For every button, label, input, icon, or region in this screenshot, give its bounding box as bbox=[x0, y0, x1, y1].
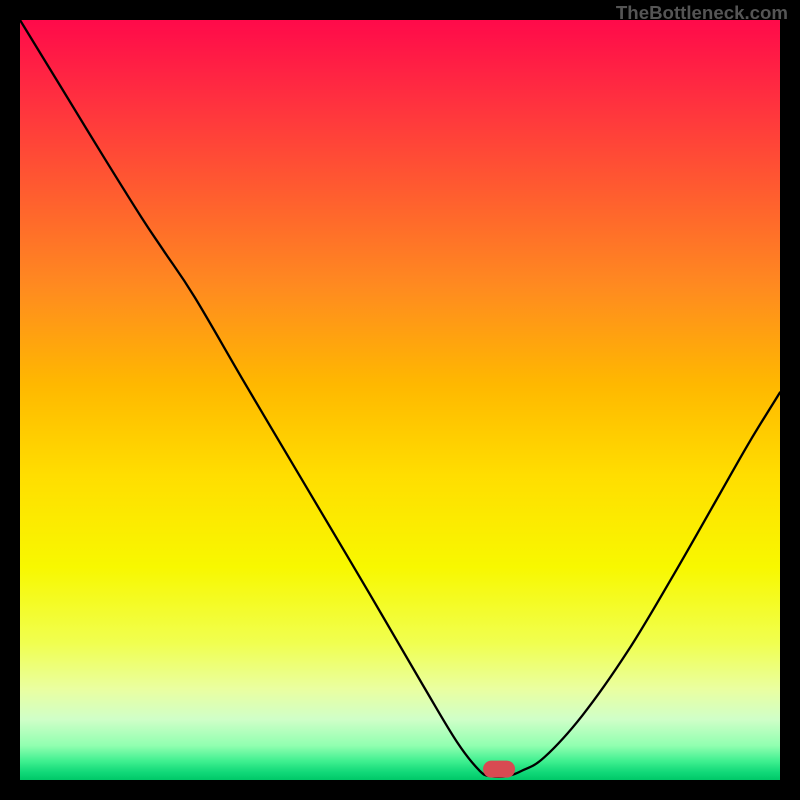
curve-path bbox=[20, 20, 780, 777]
plot-area bbox=[20, 20, 780, 780]
watermark-label: TheBottleneck.com bbox=[616, 2, 788, 23]
chart-frame: TheBottleneck.com bbox=[0, 0, 800, 800]
watermark-text: TheBottleneck.com bbox=[616, 2, 788, 24]
optimal-marker bbox=[483, 761, 515, 778]
bottleneck-curve bbox=[20, 20, 780, 780]
